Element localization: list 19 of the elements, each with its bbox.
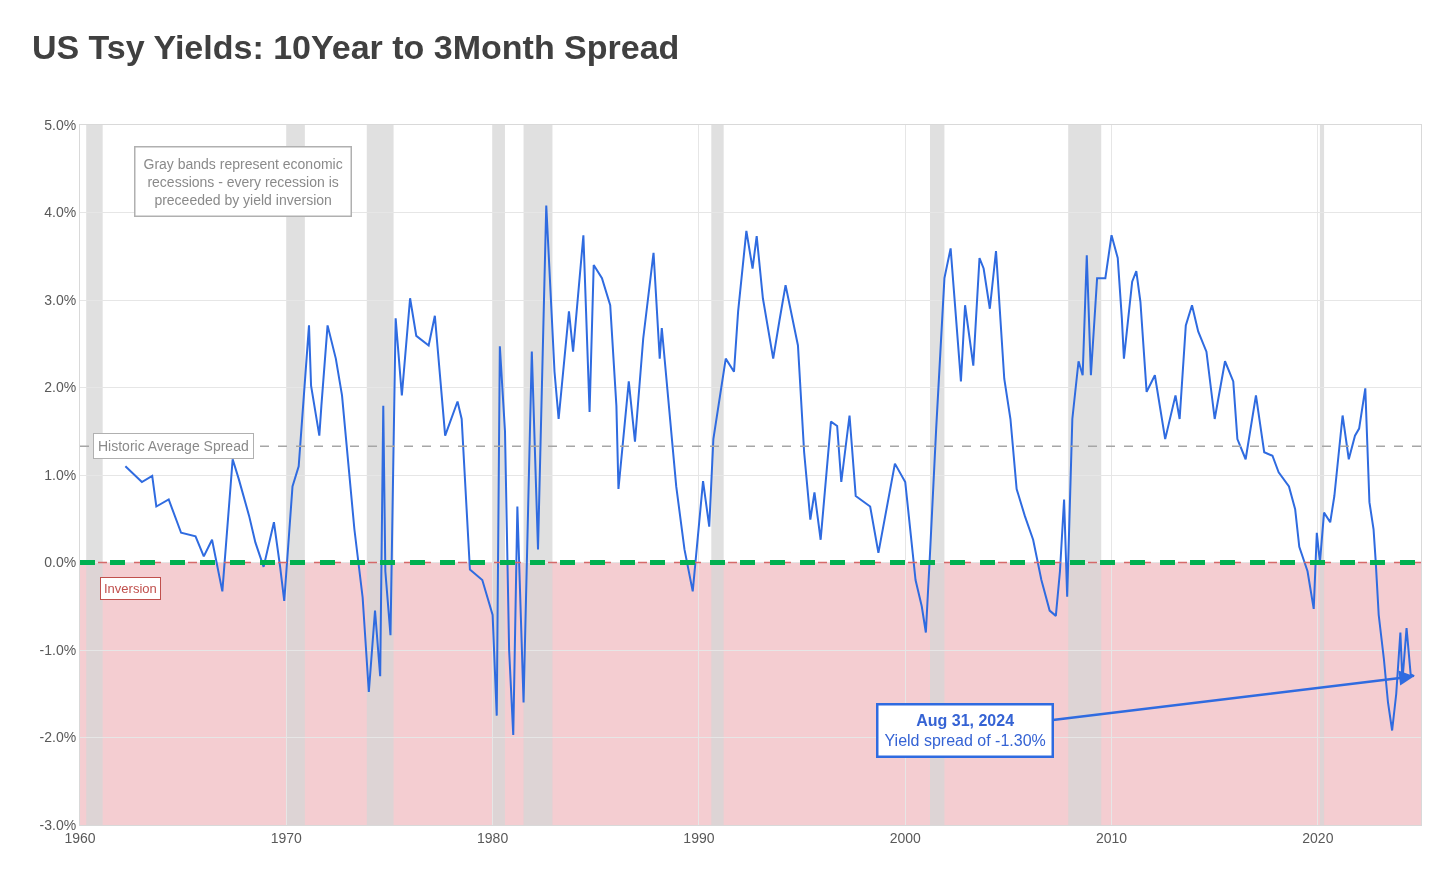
band-label: Inversion xyxy=(104,581,157,596)
chart-title: US Tsy Yields: 10Year to 3Month Spread xyxy=(31,27,680,66)
x-tick-label: 1980 xyxy=(477,829,509,846)
y-tick-label: 4.0% xyxy=(44,204,77,221)
y-tick-label: 1.0% xyxy=(44,466,77,483)
y-tick-label: 5.0% xyxy=(44,116,77,133)
ref-line-label: Historic Average Spread xyxy=(98,438,249,454)
annotation: Aug 31, 2024 Yield spread of -1.30% xyxy=(884,711,1046,750)
annotation: Gray bands represent economic recessions - every recession is preceeded by yield inversion xyxy=(143,155,343,208)
x-tick-label: 2020 xyxy=(1302,829,1334,846)
x-tick-label: 1990 xyxy=(683,829,715,846)
y-tick-label: -1.0% xyxy=(39,641,77,658)
x-tick-label: 2000 xyxy=(889,829,922,846)
y-tick-label: 0.0% xyxy=(44,554,77,571)
y-tick-label: 3.0% xyxy=(44,291,77,308)
y-tick-label: -2.0% xyxy=(39,729,77,746)
x-tick-label: 1970 xyxy=(270,829,303,846)
y-tick-label: 2.0% xyxy=(44,379,77,396)
x-tick-label: 2010 xyxy=(1095,829,1128,846)
